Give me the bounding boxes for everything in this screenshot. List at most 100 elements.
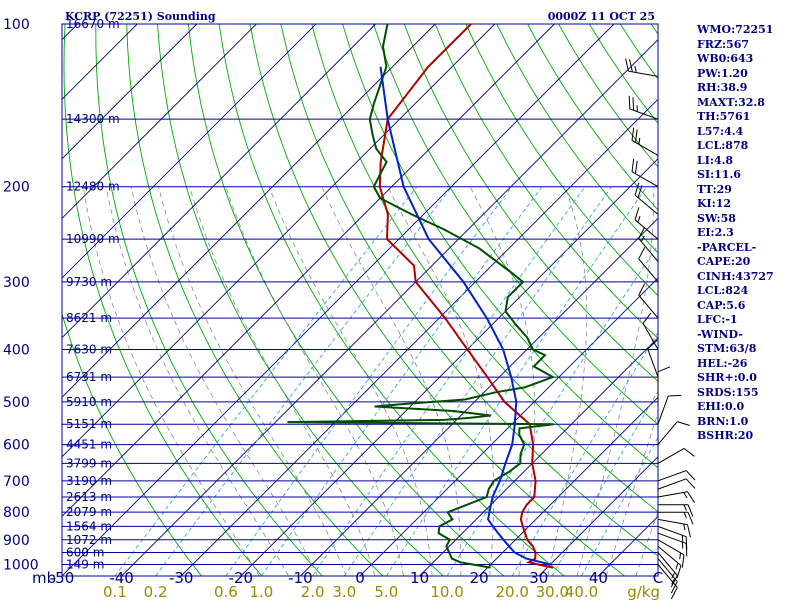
mixing-ratio-line — [261, 186, 543, 576]
height-level-label: 2079 m — [66, 505, 112, 519]
moist-adiabat-line — [547, 186, 588, 576]
wind-barb — [647, 339, 659, 378]
index-entry: EI:2.3 — [697, 226, 734, 239]
pressure-tick-label: 900 — [3, 533, 30, 549]
mixing-ratio-tick-label: 30.0 — [536, 583, 569, 600]
dry-adiabat-line — [280, 24, 658, 557]
dry-adiabat-line — [95, 24, 323, 576]
height-level-label: 5151 m — [66, 417, 112, 431]
index-entry: BRN:1.0 — [697, 414, 749, 428]
isotherm-line — [180, 98, 658, 576]
wind-barb — [657, 564, 678, 600]
dry-adiabat-line — [373, 24, 658, 425]
station-title: KCRP (72251) Sounding — [65, 10, 216, 23]
dry-adiabat-line — [218, 24, 565, 576]
dry-adiabat-line — [126, 24, 384, 576]
wind-barb-column — [625, 58, 696, 600]
temperature-tick-label: C — [653, 569, 663, 587]
dry-adiabat-line — [62, 312, 202, 576]
isotherm-line — [538, 456, 658, 576]
mixing-ratio-line — [343, 186, 613, 576]
temperature-line — [378, 24, 554, 569]
temperature-tick-label: 10 — [410, 569, 429, 587]
isotherm-line — [0, 24, 18, 576]
moist-adiabat-line — [635, 510, 658, 576]
temperature-tick-label: 20 — [470, 569, 489, 587]
pressure-tick-label: 600 — [3, 438, 30, 454]
height-level-label: 2613 m — [66, 490, 112, 504]
mixing-ratio-tick-label: 1.0 — [249, 583, 273, 600]
index-entry: EHI:0.0 — [697, 400, 745, 413]
stability-index-panel: WMO:72251 FRZ:567 WB0:643 PW:1.20 RH:38.9 MAX… — [697, 23, 797, 444]
isotherm-line — [62, 24, 257, 220]
index-entry: LCL:878 — [697, 139, 749, 152]
height-level-label: 14300 m — [66, 112, 120, 126]
wind-barb — [657, 552, 678, 588]
isotherm-line — [419, 336, 658, 576]
index-entry: CINH:43727 — [697, 269, 774, 283]
wind-barb — [657, 447, 695, 464]
dewpoint-line — [287, 24, 556, 569]
isotherm-line — [62, 24, 376, 339]
isotherm-line — [62, 24, 436, 398]
wind-barb — [638, 247, 659, 283]
wind-barb — [657, 539, 685, 568]
isotherm-line — [62, 24, 198, 160]
moist-adiabat-line — [387, 186, 495, 576]
dry-adiabat-line — [311, 24, 658, 513]
index-entry: SW:58 — [697, 211, 736, 225]
mixing-ratio-line — [155, 186, 453, 576]
pressure-tick-label: 400 — [3, 342, 30, 358]
isotherm-line — [62, 24, 317, 279]
mixing-ratio-tick-label: 0.6 — [214, 583, 238, 600]
wind-barb — [658, 511, 694, 525]
isotherm-line — [240, 158, 658, 576]
height-level-label: 3190 m — [66, 474, 112, 488]
pressure-tick-label: 200 — [3, 180, 30, 196]
index-entry: BSHR:20 — [697, 429, 754, 442]
mixing-ratio-tick-label: 20.0 — [496, 583, 529, 600]
wind-barb — [657, 394, 682, 425]
wind-barb — [634, 182, 659, 215]
dry-adiabat-line — [187, 24, 505, 576]
wind-barb — [642, 312, 659, 350]
index-entry: TT:29 — [697, 182, 732, 196]
dry-adiabat-line — [63, 24, 263, 576]
index-entry: KI:12 — [697, 197, 732, 210]
isotherm-line — [359, 277, 658, 576]
height-level-label: 600 m — [66, 546, 104, 560]
height-level-label: 149 m — [66, 558, 104, 572]
temperature-tick-label: -20 — [229, 569, 254, 587]
index-entry: FRZ:567 — [697, 37, 750, 51]
height-level-label: 1564 m — [66, 519, 112, 533]
dry-adiabat-line — [465, 24, 658, 297]
wind-barb — [657, 478, 696, 490]
wind-barb — [657, 421, 690, 445]
plot-frame — [61, 23, 659, 577]
wind-barb — [657, 525, 688, 550]
moist-adiabat-line — [189, 186, 376, 576]
index-entry: TH:5761 — [697, 110, 751, 123]
pressure-tick-label: 500 — [3, 395, 30, 411]
pressure-tick-label: 300 — [3, 275, 30, 291]
valid-time: 0000Z 11 OCT 25 — [548, 10, 655, 23]
moist-adiabat-line — [268, 186, 433, 576]
temperature-tick-label: -10 — [288, 569, 313, 587]
mixing-ratio-line — [551, 390, 658, 576]
parcel-path-line — [379, 66, 551, 566]
temperature-tick-label: 0 — [355, 569, 365, 587]
height-level-label: 12480 m — [66, 180, 120, 194]
wind-barb — [658, 504, 694, 517]
moist-adiabat-line — [158, 186, 347, 576]
y-unit-label: mb — [32, 569, 56, 587]
wind-barb — [638, 226, 659, 262]
height-level-label: 16670 m — [66, 17, 120, 31]
dry-adiabat-line — [434, 24, 658, 339]
mixing-ratio-tick-label: 5.0 — [374, 583, 398, 600]
index-entry: SI:11.6 — [697, 168, 741, 181]
temperature-tick-label: -30 — [169, 569, 194, 587]
index-entry: -PARCEL- — [697, 240, 757, 254]
wind-barb — [657, 491, 695, 504]
height-level-label: 6731 m — [66, 370, 112, 384]
